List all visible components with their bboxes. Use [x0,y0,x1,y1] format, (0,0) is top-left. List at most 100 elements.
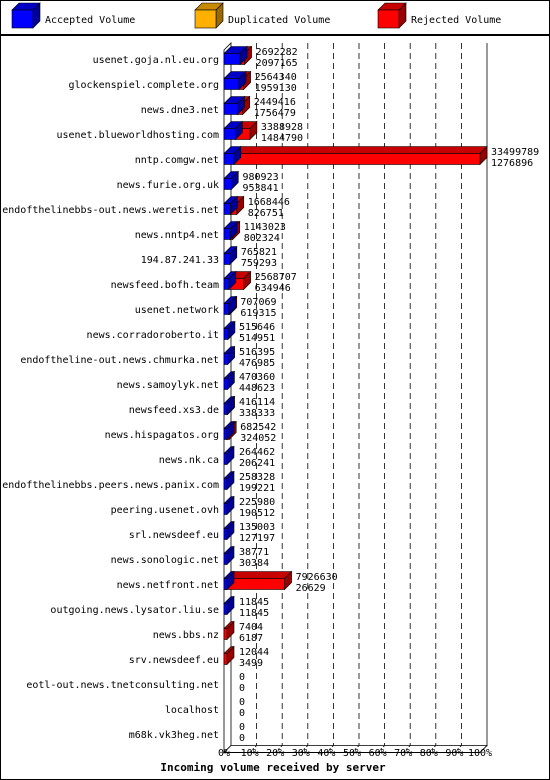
value-total: 765821 [241,247,277,258]
value-accepted: 26629 [296,583,326,594]
floor-gridline-60 [377,745,385,753]
x-tick-label: 90% [445,748,463,759]
bar-row-news-dne3-net [223,95,251,116]
bar-accepted [223,220,238,241]
bar-accepted [223,145,242,166]
server-labels: usenet.goja.nl.eu.org glockenspiel.comple… [2,55,219,741]
bars [223,45,488,666]
x-tick-label: 20% [266,748,284,759]
bar-rejected [233,145,488,166]
floor-gridline-80 [428,745,437,753]
server-label: usenet.network [135,305,219,316]
floor-gridline-20 [274,745,283,753]
bar-accepted [223,520,235,541]
bar-accepted [223,395,235,416]
value-accepted: 619315 [240,308,276,319]
value-accepted: 514951 [239,333,275,344]
bar-accepted [223,195,239,216]
value-total: 0 [239,697,245,708]
value-total: 416114 [239,397,275,408]
server-label: news.dne3.net [141,105,219,116]
value-accepted: 324052 [240,433,276,444]
server-label: news.netfront.net [117,580,219,591]
bar-row-news-sonologic-net [223,545,235,566]
server-label: eotl-out.news.tnetconsulting.net [26,680,219,691]
server-label: usenet.blueworldhosting.com [56,130,219,141]
value-total: 11845 [239,597,269,608]
bar-row-srl-newsdeef-eu [223,520,235,541]
value-accepted: 0 [239,733,245,744]
value-total: 1143023 [244,222,286,233]
legend: Accepted Volume Duplicated Volume Rejected… [0,0,550,35]
bar-row-glockenspiel-complete-org [223,70,252,91]
value-total: 264462 [239,447,275,458]
server-label: localhost [165,705,219,716]
value-accepted: 3499 [239,658,263,669]
value-total: 0 [239,722,245,733]
bar-row-newsfeed-xs3-de [223,395,236,416]
value-accepted: 802324 [244,233,280,244]
bar-accepted [223,295,237,316]
value-total: 515646 [239,322,275,333]
bar-row-news-nntp4-net [223,220,241,241]
legend-label-accepted-volume: Accepted Volume [45,15,135,26]
floor-gridline-100 [479,745,488,753]
value-total: 980923 [242,172,278,183]
legend-swatch-rejected-volume [377,2,407,29]
bar-row-news-corradoroberto-it [223,320,236,341]
floor-gridline-70 [402,745,411,753]
bar-accepted [223,495,235,516]
server-label: usenet.goja.nl.eu.org [93,55,219,66]
bar-accepted [223,170,240,191]
server-label: news.samoylyk.net [117,380,219,391]
bar-row-usenet-goja-nl-eu-org [223,45,253,66]
bar-accepted [223,45,248,66]
floor-gridline-40 [326,745,334,753]
bar-accepted [223,420,235,441]
server-label: srl.newsdeef.eu [129,530,219,541]
server-label: news.nk.ca [159,455,219,466]
bar-accepted [223,470,235,491]
x-tick-label: 50% [343,748,361,759]
server-label: endofthelinebbs-out.news.weretis.net [2,205,219,216]
value-total: 12044 [239,647,269,658]
value-accepted: 199221 [239,483,275,494]
legend-label-duplicated-volume: Duplicated Volume [228,15,330,26]
x-tick-label: 10% [241,748,259,759]
server-label: news.nntp4.net [135,230,219,241]
value-accepted: 826751 [248,208,284,219]
value-total: 7926630 [296,572,338,583]
server-label: news.hispagatos.org [105,430,219,441]
value-accepted: 1276896 [491,158,533,169]
value-accepted: 1484790 [261,133,303,144]
bar-accepted [223,370,236,391]
value-accepted: 6187 [239,633,263,644]
bar-row-news-nk-ca [223,445,235,466]
bar-accepted [223,620,235,641]
bar-row-usenet-blueworldhosting-com [223,120,258,141]
x-tick-label: 80% [420,748,438,759]
x-tick-label: 40% [317,748,335,759]
x-axis: 0% 10% 20% 30% 40% 50% 60% 70% 80% 90% 100% [218,748,492,759]
bar-row-news-hispagatos-org [223,420,237,441]
value-accepted: 476985 [239,358,275,369]
legend-swatch-accepted-volume [11,2,41,29]
value-accepted: 206241 [239,458,275,469]
value-total: 38771 [239,547,269,558]
x-tick-label: 70% [394,748,412,759]
server-label: endofthelinebbs.peers.news.panix.com [2,480,219,491]
bar-row-srv-newsdeef-eu [223,645,235,666]
value-accepted: 127197 [239,533,275,544]
server-label: newsfeed.bofh.team [111,280,219,291]
server-label: endoftheline-out.news.chmurka.net [20,355,219,366]
legend-label-rejected-volume: Rejected Volume [411,15,501,26]
value-accepted: 1756479 [254,108,296,119]
x-axis-title: Incoming volume received by server [160,761,386,774]
bar-row-nntp-comgw-net [223,145,488,166]
value-total: 225980 [239,497,275,508]
bar-row-news-furie-org-uk [223,170,240,191]
floor-gridline-30 [300,745,309,753]
value-total: 135003 [239,522,275,533]
bar-row-endoftheline-out-news-chmurka-net [223,345,236,366]
